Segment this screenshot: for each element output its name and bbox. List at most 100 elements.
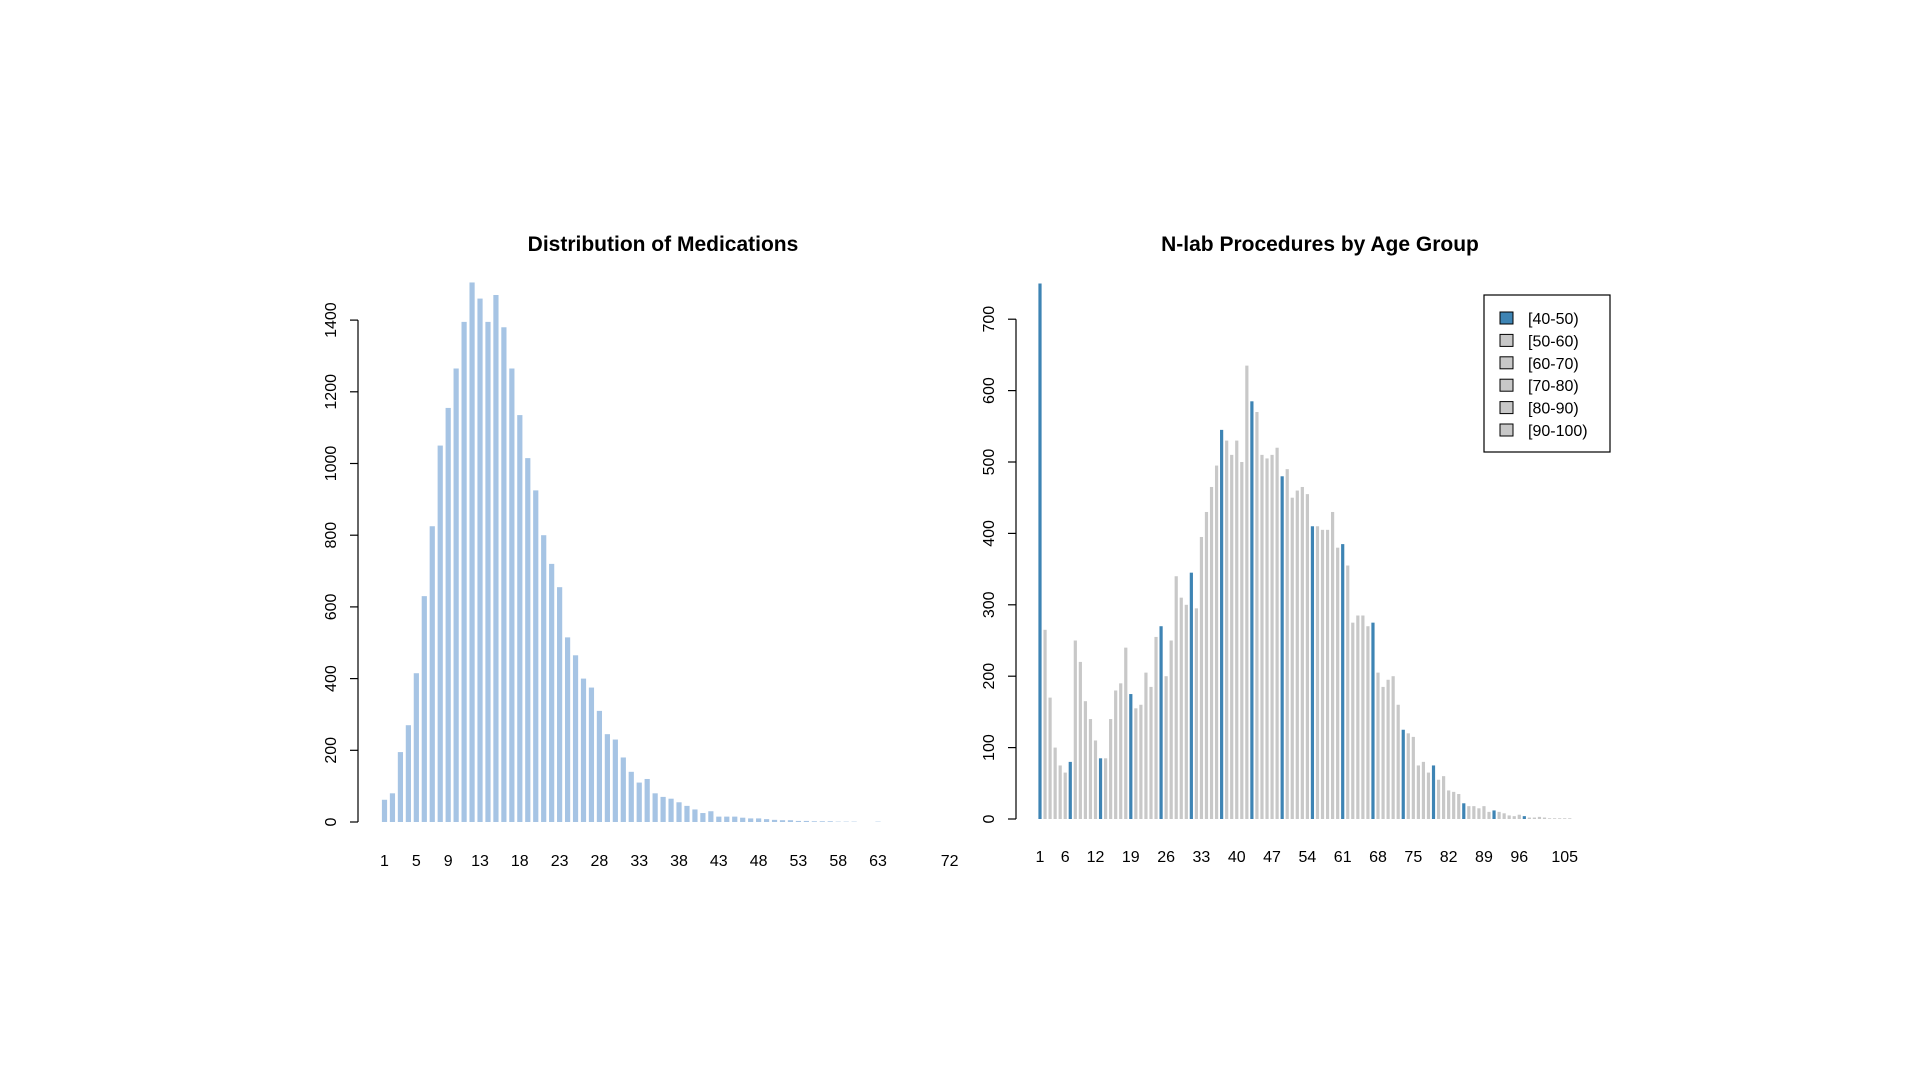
bar-34 [1204, 511, 1209, 819]
legend-swatch [1499, 356, 1514, 370]
bar-60 [1336, 547, 1340, 819]
bar-87 [1472, 806, 1476, 819]
medications-bars [381, 282, 881, 823]
bar-45 [1260, 454, 1264, 819]
bar-9 [1078, 661, 1082, 819]
bar-95 [1512, 816, 1516, 819]
bar-27 [588, 687, 595, 822]
y-tick-label: 0 [981, 814, 998, 823]
bar-97 [1522, 816, 1526, 819]
bar-53 [795, 820, 802, 822]
y-tick-label: 0 [323, 817, 340, 826]
y-tick-label: 300 [981, 591, 998, 618]
bar-35 [652, 793, 658, 822]
bar-34 [644, 778, 650, 822]
x-tick-label: 19 [1122, 849, 1140, 866]
legend-label: [40-50) [1528, 311, 1579, 328]
bar-27 [1169, 640, 1173, 819]
bar-21 [1139, 704, 1143, 819]
bar-26 [1164, 676, 1168, 819]
bar-86 [1467, 806, 1471, 819]
medications-y-axis: 0 200 400 600 800 1000 1200 1400 [323, 302, 359, 826]
bar-21 [541, 535, 547, 822]
bar-100 [1537, 816, 1542, 819]
bar-15 [493, 295, 499, 822]
bar-3 [1048, 697, 1052, 819]
x-tick-label: 1 [380, 853, 389, 870]
bar-90 [1487, 811, 1491, 819]
bar-81 [1442, 776, 1446, 819]
bar-80 [1436, 779, 1441, 819]
bar-103 [1552, 818, 1557, 819]
bar-36 [1214, 465, 1219, 819]
bar-54 [1305, 494, 1309, 819]
bar-57 [1320, 529, 1325, 819]
bar-32 [628, 771, 634, 822]
bar-64 [1356, 615, 1360, 819]
y-tick-label: 400 [323, 665, 340, 692]
bar-66 [1366, 626, 1370, 819]
bar-24 [564, 637, 571, 822]
bar-22 [549, 563, 555, 822]
bar-47 [748, 818, 754, 822]
bar-48 [756, 818, 762, 822]
bar-2 [389, 793, 396, 822]
bar-82 [1447, 790, 1451, 819]
bar-30 [1184, 604, 1188, 819]
bar-23 [1149, 686, 1153, 819]
bar-94 [1507, 815, 1511, 819]
bar-33 [636, 782, 642, 822]
bar-55 [1310, 526, 1315, 819]
bar-70 [1386, 679, 1390, 819]
legend-swatch [1499, 378, 1514, 392]
x-tick-label: 5 [412, 853, 421, 870]
bar-50 [771, 819, 778, 822]
bar-61 [1341, 544, 1345, 819]
x-tick-label: 54 [1298, 849, 1316, 866]
y-tick-label: 400 [981, 520, 998, 547]
bar-56 [1315, 526, 1320, 819]
bar-1 [1038, 283, 1042, 819]
bar-14 [1103, 758, 1108, 819]
x-tick-label: 58 [829, 853, 847, 870]
bar-74 [1406, 733, 1410, 819]
bar-42 [1245, 365, 1249, 819]
bar-5 [413, 673, 419, 822]
x-tick-label: 33 [1193, 849, 1211, 866]
bar-15 [1109, 719, 1113, 819]
x-tick-label: 6 [1061, 849, 1070, 866]
bar-22 [1144, 672, 1148, 819]
legend-swatch [1499, 333, 1514, 347]
bar-49 [763, 819, 770, 822]
bar-79 [1431, 765, 1436, 819]
bar-76 [1416, 765, 1420, 819]
bar-104 [1558, 818, 1562, 819]
bar-18 [517, 415, 523, 822]
y-tick-label: 200 [323, 737, 340, 764]
bar-28 [1174, 576, 1178, 819]
bar-84 [1457, 794, 1461, 819]
x-tick-label: 33 [630, 853, 648, 870]
x-tick-label: 40 [1228, 849, 1246, 866]
legend-label: [90-100) [1528, 423, 1588, 440]
bar-43 [1250, 401, 1254, 819]
bar-55 [811, 821, 817, 822]
bar-52 [1295, 490, 1299, 819]
x-tick-label: 96 [1510, 849, 1528, 866]
bar-6 [1063, 772, 1067, 819]
bar-43 [716, 816, 722, 822]
x-tick-label: 23 [551, 853, 569, 870]
bar-17 [509, 368, 515, 822]
y-tick-label: 1200 [323, 374, 340, 410]
bar-29 [604, 734, 610, 822]
bar-105 [1563, 818, 1567, 819]
x-tick-label: 9 [444, 853, 453, 870]
lab-procedures-chart: N-lab Procedures by Age Group 0 100 200 300… [981, 233, 1611, 866]
bar-17 [1119, 683, 1123, 819]
bar-77 [1421, 761, 1426, 819]
bar-47 [1270, 454, 1274, 819]
bar-68 [1376, 672, 1380, 819]
bar-41 [700, 813, 706, 822]
medications-x-axis: 1 5 9 13 18 23 28 33 38 43 48 53 58 63 72 [380, 853, 959, 870]
